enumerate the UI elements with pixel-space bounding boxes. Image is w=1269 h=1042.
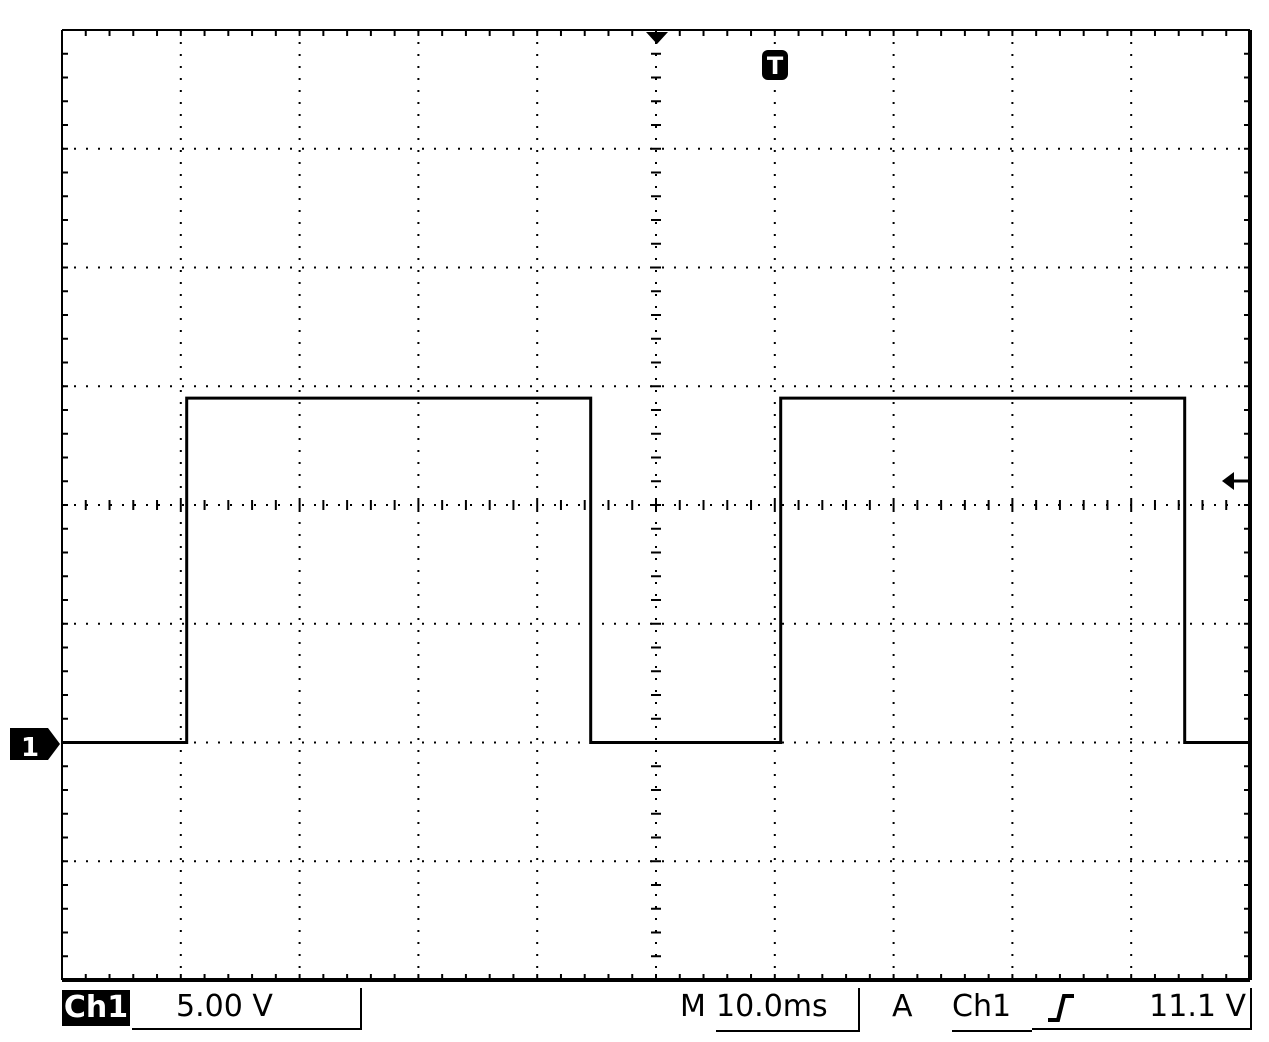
graticule	[61, 29, 1252, 982]
trigger-mode: A	[892, 989, 913, 1024]
trigger-position-icon	[646, 32, 668, 44]
channel-marker-label: 1	[21, 733, 39, 763]
oscilloscope-display: T 1	[10, 29, 1252, 982]
trigger-source: Ch1	[952, 988, 1032, 1032]
trigger-level-arrow-icon	[1222, 472, 1250, 490]
waveform-trace	[62, 396, 1250, 744]
timebase: 10.0ms	[716, 988, 860, 1032]
trigger-level: 11.1 V	[1092, 988, 1252, 1030]
channel-label: Ch1	[62, 990, 130, 1026]
ch1-square-wave	[62, 396, 1250, 744]
volts-per-div: 5.00 V	[132, 988, 362, 1030]
timebase-prefix: M	[680, 989, 706, 1024]
trigger-slope-icon	[1032, 994, 1092, 1030]
markers: T 1	[10, 32, 1250, 763]
trigger-marker-label: T	[767, 52, 784, 80]
trigger-marker: T	[762, 50, 788, 80]
channel-ground-marker: 1	[10, 728, 60, 763]
